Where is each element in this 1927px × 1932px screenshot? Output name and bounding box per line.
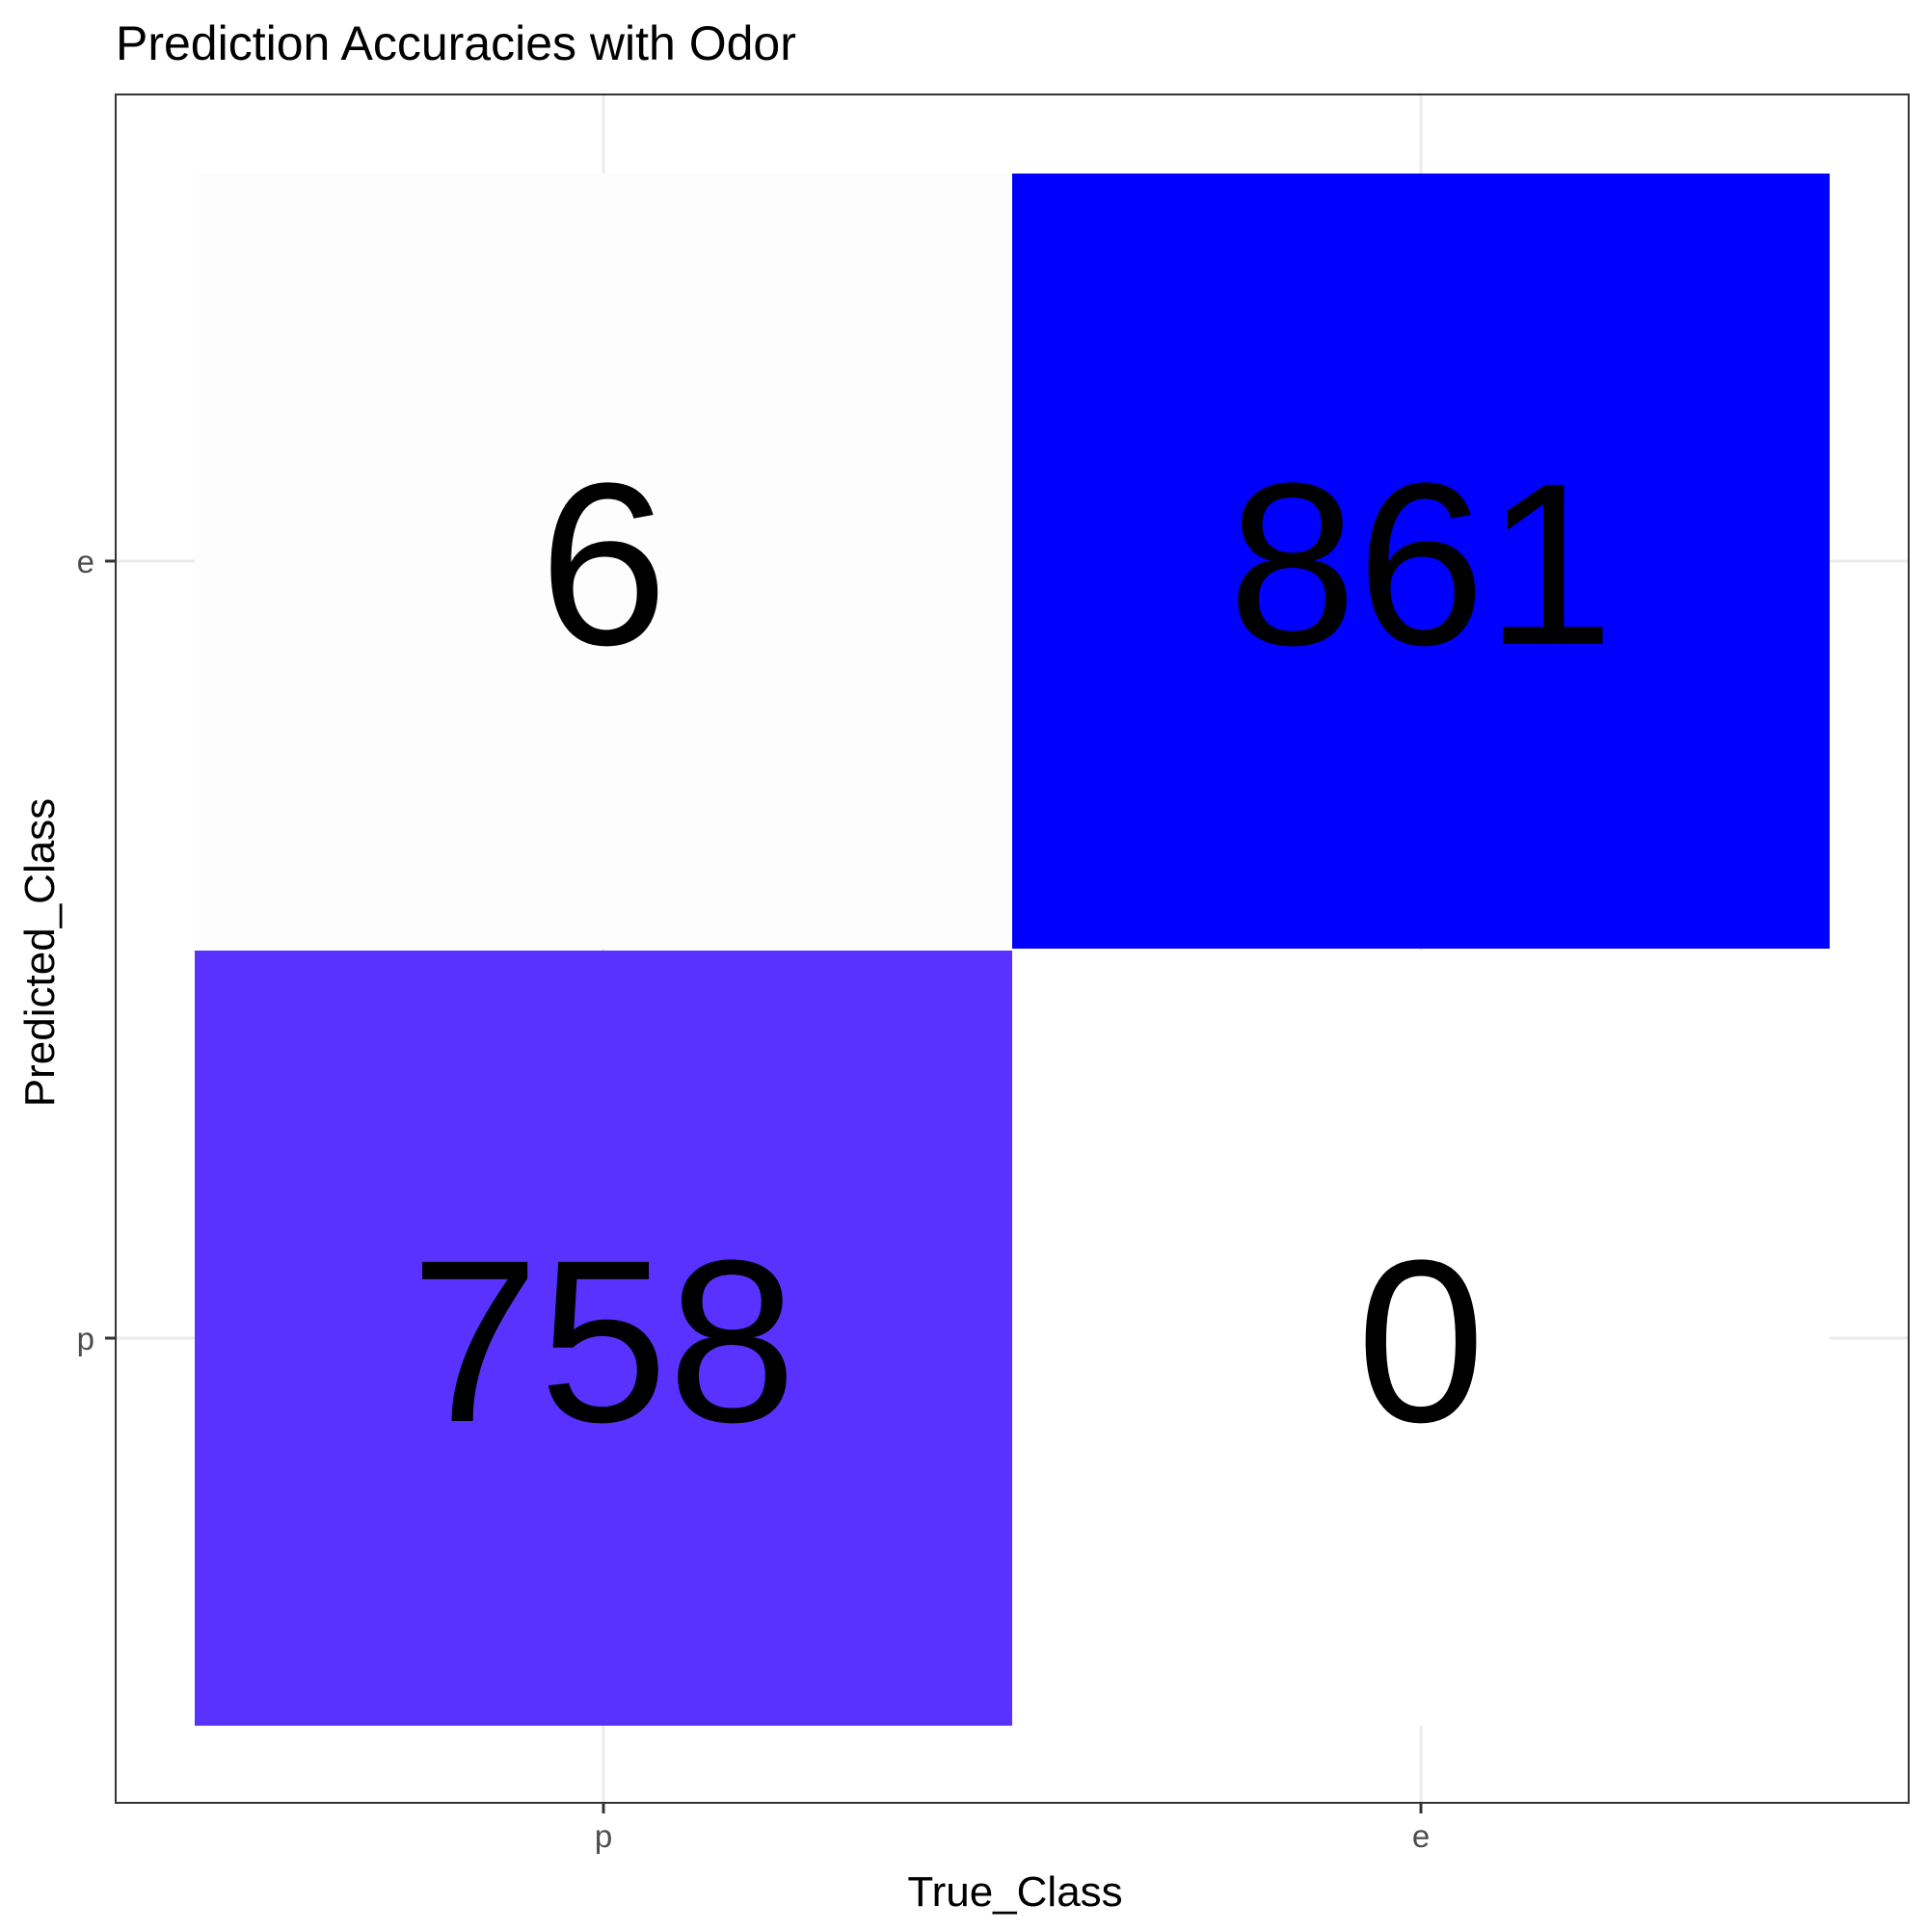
heatmap-cell-true-e-pred-e: [1012, 174, 1830, 949]
cell-value-true-e-pred-e: 861: [1228, 435, 1614, 693]
x-tick-label-p: p: [595, 1818, 612, 1854]
panel-border: [115, 94, 1910, 1804]
y-tick-label-p: p: [77, 1321, 94, 1356]
heatmap-cell-true-p-pred-p: [195, 951, 1012, 1726]
chart-title: Prediction Accuracies with Odor: [116, 16, 796, 70]
cell-value-true-e-pred-p: 0: [1356, 1212, 1485, 1470]
x-tick-label-e: e: [1412, 1818, 1430, 1854]
heatmap-cell-true-p-pred-e: [195, 174, 1012, 949]
x-axis-title: True_Class: [907, 1868, 1122, 1916]
y-axis-title: Predicted_Class: [16, 798, 64, 1107]
heatmap-cell-true-e-pred-p: [1012, 951, 1830, 1726]
cell-value-true-p-pred-p: 758: [411, 1212, 796, 1470]
plot-area: 6 861 758 0 p e p e: [77, 94, 1910, 1854]
y-tick-label-e: e: [77, 544, 94, 579]
cell-value-true-p-pred-e: 6: [539, 435, 667, 693]
